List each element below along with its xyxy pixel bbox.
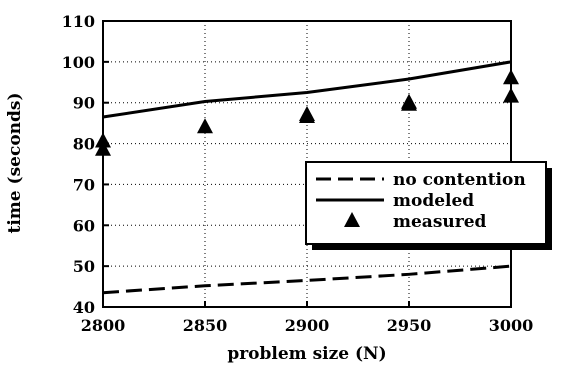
x-tick-label: 2950	[387, 316, 432, 335]
y-tick-label: 50	[73, 257, 95, 276]
measured-point	[503, 69, 519, 84]
measured-point	[401, 96, 417, 111]
y-tick-label: 60	[73, 216, 95, 235]
legend-label-modeled: modeled	[393, 191, 474, 211]
legend: no contention modeled measured	[306, 162, 552, 250]
x-axis-label: problem size (N)	[227, 344, 386, 364]
x-tick-label: 2900	[285, 316, 330, 335]
y-axis-label: time (seconds)	[5, 92, 25, 233]
y-tick-label: 40	[73, 298, 95, 317]
legend-label-measured: measured	[393, 212, 487, 232]
measured-point	[197, 118, 213, 133]
measured-point	[503, 88, 519, 103]
series-line-no-contention	[103, 266, 511, 293]
y-tick-label: 80	[73, 135, 95, 154]
y-tick-label: 100	[62, 53, 95, 72]
x-tick-label: 2850	[183, 316, 228, 335]
y-tick-label: 110	[62, 12, 95, 31]
legend-label-no-contention: no contention	[393, 170, 526, 190]
y-tick-label: 90	[73, 94, 95, 113]
measured-point	[299, 108, 315, 123]
y-tick-label: 70	[73, 175, 95, 194]
x-tick-label: 2800	[81, 316, 126, 335]
x-tick-label: 3000	[489, 316, 534, 335]
